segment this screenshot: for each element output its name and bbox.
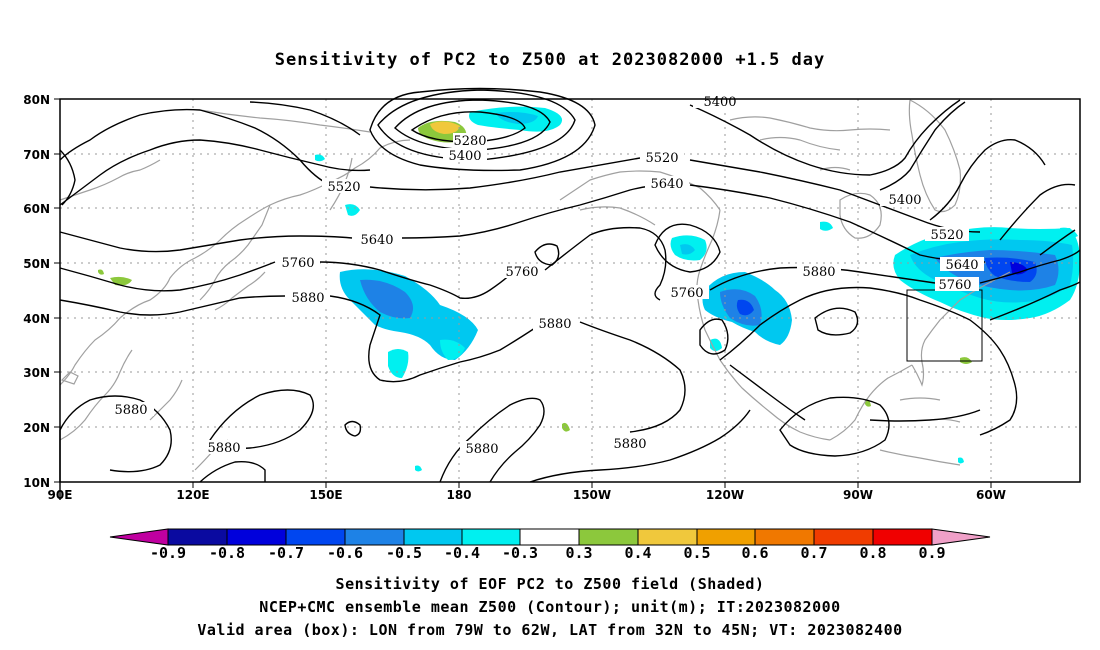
colorbar-label: -0.6	[327, 544, 363, 562]
colorbar-bin	[461, 528, 521, 546]
graticule	[60, 99, 1080, 482]
colorbar-label: 0.4	[624, 544, 651, 562]
contour-label: 5880	[207, 441, 240, 456]
colorbar-left-arrow	[109, 528, 169, 546]
contour-label: 5760	[505, 265, 538, 280]
lat-tick-labels: 80N 70N 60N 50N 40N 30N 20N 10N	[23, 93, 50, 490]
contour-label: 5760	[938, 278, 971, 293]
colorbar-label: -0.7	[268, 544, 304, 562]
contour-label: 5520	[930, 228, 963, 243]
lon-tick-label: 90W	[843, 488, 873, 502]
colorbar-bin	[754, 528, 815, 546]
lon-tick-label: 90E	[48, 488, 73, 502]
colorbar-bin	[519, 528, 580, 546]
colorbar-bin	[813, 528, 874, 546]
lat-tick-label: 80N	[23, 93, 50, 107]
lat-tick-label: 20N	[23, 421, 50, 435]
contour-label: 5880	[465, 442, 498, 457]
lon-tick-labels: 90E 120E 150E 180 150W 120W 90W 60W	[48, 488, 1006, 502]
lat-tick-label: 30N	[23, 366, 50, 380]
contour-label: 5520	[327, 180, 360, 195]
contour-label: 5280	[453, 134, 486, 149]
z500-contours	[59, 87, 1081, 500]
colorbar-bin	[872, 528, 933, 546]
colorbar-label: -0.9	[150, 544, 186, 562]
caption-shaded: Sensitivity of EOF PC2 to Z500 field (Sh…	[335, 575, 765, 593]
contour-label: 5760	[670, 286, 703, 301]
colorbar-bin	[696, 528, 756, 546]
contour-label: 5880	[538, 317, 571, 332]
colorbar-bin	[226, 528, 287, 546]
colorbar-label: -0.4	[444, 544, 480, 562]
colorbar-bin	[167, 528, 228, 546]
contour-label: 5880	[802, 265, 835, 280]
colorbar-bin	[578, 528, 639, 546]
colorbar-label: -0.8	[209, 544, 245, 562]
lat-tick-label: 40N	[23, 312, 50, 326]
contour-label: 5400	[888, 193, 921, 208]
lat-tick-label: 60N	[23, 202, 50, 216]
contour-label: 5880	[291, 291, 324, 306]
lon-tick-label: 120W	[706, 488, 744, 502]
sensitivity-shading	[98, 106, 1080, 472]
contour-label: 5640	[945, 258, 978, 273]
colorbar-bin	[637, 528, 698, 546]
lon-tick-label: 60W	[976, 488, 1006, 502]
contour-label: 5640	[360, 233, 393, 248]
colorbar-label: 0.7	[800, 544, 827, 562]
colorbar: -0.9 -0.8 -0.7 -0.6 -0.5 -0.4 -0.3 0.3 0…	[109, 528, 991, 562]
contour-label: 5760	[281, 256, 314, 271]
map-frame	[59, 98, 1081, 483]
lon-tick-label: 180	[446, 488, 471, 502]
contour-label: 5520	[645, 151, 678, 166]
contour-label: 5400	[703, 95, 736, 110]
caption-contour: NCEP+CMC ensemble mean Z500 (Contour); u…	[259, 598, 841, 616]
colorbar-label: 0.6	[741, 544, 768, 562]
lat-tick-label: 70N	[23, 148, 50, 162]
lon-tick-label: 150E	[309, 488, 342, 502]
lon-tick-label: 120E	[176, 488, 209, 502]
colorbar-label: -0.3	[502, 544, 538, 562]
contour-label: 5880	[613, 437, 646, 452]
colorbar-label: -0.5	[386, 544, 422, 562]
colorbar-label: 0.8	[859, 544, 886, 562]
contour-label: 5400	[448, 149, 481, 164]
contour-label: 5640	[650, 177, 683, 192]
colorbar-label: 0.3	[565, 544, 592, 562]
colorbar-bin	[403, 528, 463, 546]
lat-tick-label: 50N	[23, 257, 50, 271]
contour-labels: 5280 5400 5400 5400 5520 5520 5520 5640 …	[110, 94, 984, 457]
colorbar-bin	[285, 528, 346, 546]
colorbar-label: 0.9	[918, 544, 945, 562]
map-title: Sensitivity of PC2 to Z500 at 2023082000…	[274, 50, 826, 70]
lat-tick-label: 10N	[23, 476, 50, 490]
colorbar-label: 0.5	[683, 544, 710, 562]
caption-valid-area: Valid area (box): LON from 79W to 62W, L…	[197, 621, 903, 639]
lon-tick-label: 150W	[573, 488, 611, 502]
colorbar-right-arrow	[931, 528, 991, 546]
colorbar-bin	[344, 528, 405, 546]
contour-label: 5880	[114, 403, 147, 418]
